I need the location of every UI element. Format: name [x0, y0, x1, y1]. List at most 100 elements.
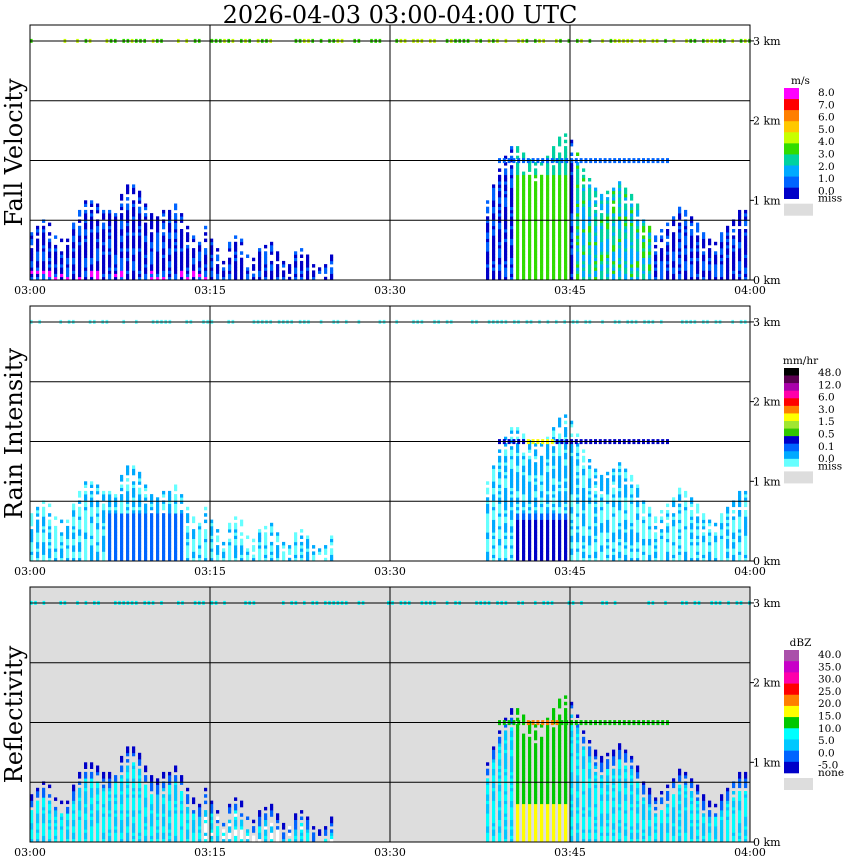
echo-cell	[612, 494, 616, 498]
echo-cell	[636, 519, 640, 524]
echo-cell	[300, 838, 304, 843]
echo-cell	[522, 481, 526, 485]
echo-cell	[42, 532, 46, 536]
echo-cell	[270, 826, 274, 830]
echo-cell	[528, 181, 532, 185]
echo-cell	[330, 548, 334, 552]
echo-cell	[150, 551, 154, 555]
echo-cell	[120, 497, 124, 501]
echo-cell	[624, 474, 628, 479]
echo-cell	[48, 819, 52, 824]
echo-cell	[732, 264, 736, 268]
echo-cell	[492, 260, 496, 265]
echo-cell	[102, 775, 106, 779]
echo-cell	[486, 822, 490, 827]
echo-cell	[72, 238, 76, 243]
echo-cell	[522, 235, 526, 239]
echo-cell	[696, 229, 700, 233]
echo-cell	[582, 168, 586, 172]
echo-cell	[498, 500, 502, 504]
echo-cell	[678, 513, 682, 517]
echo-cell	[516, 465, 520, 469]
echo-cell	[570, 270, 574, 274]
echo-cell	[282, 264, 286, 268]
echo-cell	[528, 557, 532, 562]
echo-cell	[96, 506, 100, 511]
echo-cell	[588, 238, 592, 243]
echo-cell	[666, 257, 670, 262]
echo-cell	[54, 516, 58, 520]
echo-cell	[48, 238, 52, 243]
echo-cell	[540, 270, 544, 274]
echo-cell	[84, 216, 88, 220]
echo-cell	[108, 806, 112, 811]
echo-cell	[324, 267, 328, 271]
echo-cell	[144, 535, 148, 539]
echo-cell	[30, 829, 34, 833]
echo-cell	[102, 254, 106, 258]
echo-cell	[60, 541, 64, 546]
echo-cell	[606, 200, 610, 204]
echo-cell	[552, 174, 556, 179]
echo-cell	[108, 260, 112, 265]
echo-cell	[312, 838, 316, 843]
echo-cell	[570, 494, 574, 498]
legend-swatch	[784, 165, 799, 177]
echo-cell	[504, 260, 508, 265]
echo-cell	[234, 832, 238, 836]
echo-cell	[546, 462, 550, 466]
echo-cell	[726, 513, 730, 517]
echo-cell	[108, 264, 112, 268]
echo-cell	[198, 260, 202, 265]
echo-cell	[648, 264, 652, 268]
echo-cell	[720, 529, 724, 533]
echo-cell	[726, 264, 730, 268]
echo-cell	[138, 494, 142, 498]
echo-cell	[528, 251, 532, 255]
echo-cell	[90, 551, 94, 555]
echo-cell	[498, 784, 502, 789]
echo-cell	[678, 497, 682, 501]
echo-cell	[594, 525, 598, 530]
echo-cell	[90, 541, 94, 546]
echo-cell	[132, 816, 136, 820]
echo-cell	[582, 516, 586, 520]
echo-cell	[306, 816, 310, 820]
echo-cell	[738, 529, 742, 533]
echo-cell	[546, 209, 550, 214]
echo-cell	[636, 532, 640, 536]
echo-cell	[546, 216, 550, 220]
echo-cell	[528, 267, 532, 271]
echo-cell	[618, 541, 622, 546]
echo-cell	[732, 251, 736, 255]
echo-cell	[156, 510, 160, 514]
echo-cell	[90, 784, 94, 789]
echo-cell	[54, 551, 58, 555]
echo-cell	[150, 257, 154, 262]
echo-cell	[594, 273, 598, 278]
echo-cell	[636, 225, 640, 230]
echo-cell	[594, 235, 598, 239]
echo-cell	[222, 276, 226, 281]
echo-cell	[576, 490, 580, 495]
echo-cell	[42, 232, 46, 236]
echo-cell	[720, 513, 724, 517]
echo-cell	[132, 254, 136, 258]
echo-cell	[540, 443, 544, 447]
echo-cell	[528, 254, 532, 258]
echo-cell	[114, 273, 118, 278]
echo-cell	[576, 235, 580, 239]
echo-cell	[96, 806, 100, 811]
echo-cell	[534, 462, 538, 466]
echo-cell	[90, 765, 94, 769]
echo-cell	[504, 190, 508, 195]
echo-cell	[558, 216, 562, 220]
y-tick-label: 1 km	[753, 194, 781, 207]
echo-cell	[636, 260, 640, 265]
echo-cell	[234, 257, 238, 262]
echo-cell	[144, 806, 148, 811]
echo-cell	[186, 532, 190, 536]
echo-cell	[108, 232, 112, 236]
echo-cell	[618, 481, 622, 485]
echo-cell	[588, 260, 592, 265]
